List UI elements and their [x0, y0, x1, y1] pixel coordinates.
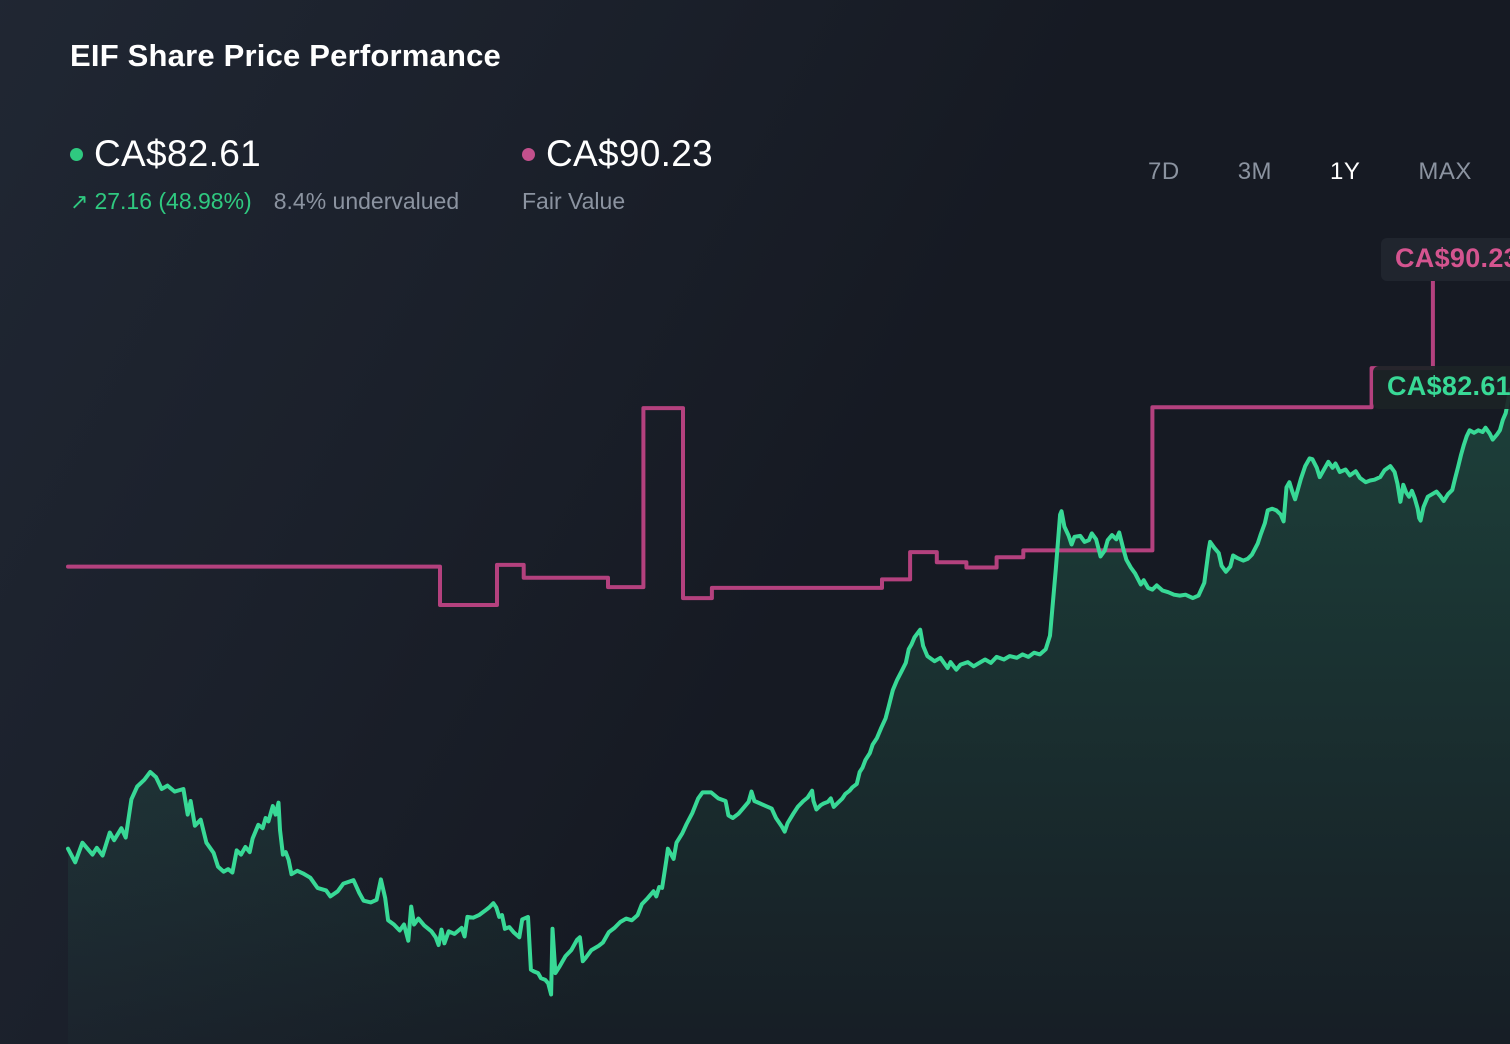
share-price-line [66, 388, 1510, 997]
share-price-area-fill [68, 390, 1510, 1044]
price-change-text: 27.16 (48.98%) [94, 188, 252, 214]
fair-value-line [66, 258, 1435, 607]
current-price-dot-icon [70, 147, 83, 161]
fair-value-dot-icon [522, 147, 535, 161]
range-button-3m[interactable]: 3M [1237, 158, 1273, 185]
fair-value-legend: CA$90.23 Fair Value [522, 133, 713, 215]
fair-value-flag: CA$90.23 [1381, 238, 1510, 281]
current-price-flag: CA$82.61 [1373, 366, 1510, 409]
range-button-max[interactable]: MAX [1418, 158, 1472, 185]
range-button-7d[interactable]: 7D [1148, 158, 1180, 185]
fair-value-value: CA$90.23 [546, 133, 713, 174]
fair-value-label: Fair Value [522, 188, 626, 214]
time-range-selector: 7D 3M 1Y MAX [1148, 158, 1472, 186]
price-change: ↗ 27.16 (48.98%) [70, 188, 252, 215]
page-title: EIF Share Price Performance [70, 38, 501, 73]
current-price-legend: CA$82.61 ↗ 27.16 (48.98%) 8.4% undervalue… [70, 133, 459, 215]
chart-legend: CA$82.61 ↗ 27.16 (48.98%) 8.4% undervalue… [0, 133, 1510, 223]
up-right-arrow-icon: ↗ [70, 189, 89, 214]
undervalued-note: 8.4% undervalued [273, 188, 460, 214]
range-button-1y[interactable]: 1Y [1330, 158, 1361, 185]
current-price-value: CA$82.61 [94, 133, 261, 174]
